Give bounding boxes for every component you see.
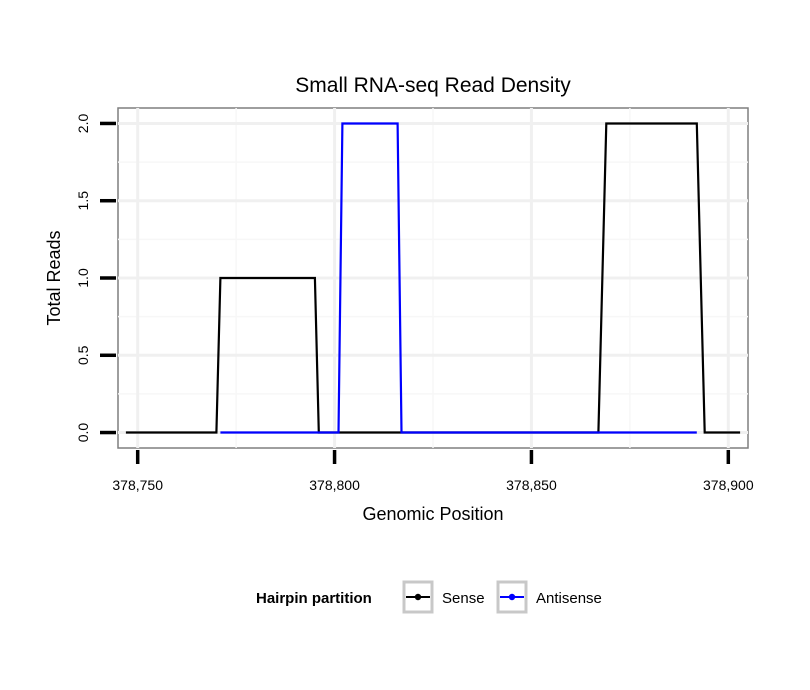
chart-title: Small RNA-seq Read Density bbox=[295, 74, 571, 97]
y-tick-label: 2.0 bbox=[75, 114, 91, 134]
legend: Hairpin partition Sense Antisense bbox=[256, 580, 602, 614]
legend-dot-antisense bbox=[508, 593, 516, 601]
legend-label-antisense: Antisense bbox=[536, 590, 602, 607]
x-tick-label: 378,900 bbox=[703, 477, 754, 493]
series-line-antisense bbox=[220, 122, 697, 434]
x-axis-label: Genomic Position bbox=[362, 504, 503, 524]
legend-title: Hairpin partition bbox=[256, 590, 372, 607]
y-tick-label: 1.5 bbox=[75, 191, 91, 211]
x-tick-label: 378,800 bbox=[309, 477, 360, 493]
axis-ticks: 378,750 378,800 378,850 378,900 0.0 0.5 1.0 1.5… bbox=[75, 114, 754, 493]
y-tick-label: 0.5 bbox=[75, 345, 91, 365]
x-tick-label: 378,850 bbox=[506, 477, 557, 493]
y-tick-label: 0.0 bbox=[75, 423, 91, 443]
x-tick-label: 378,750 bbox=[112, 477, 163, 493]
series-lines bbox=[125, 122, 741, 434]
y-tick-label: 1.0 bbox=[75, 268, 91, 288]
y-axis-label: Total Reads bbox=[44, 230, 64, 325]
legend-label-sense: Sense bbox=[442, 590, 485, 607]
legend-dot-sense bbox=[414, 593, 422, 601]
